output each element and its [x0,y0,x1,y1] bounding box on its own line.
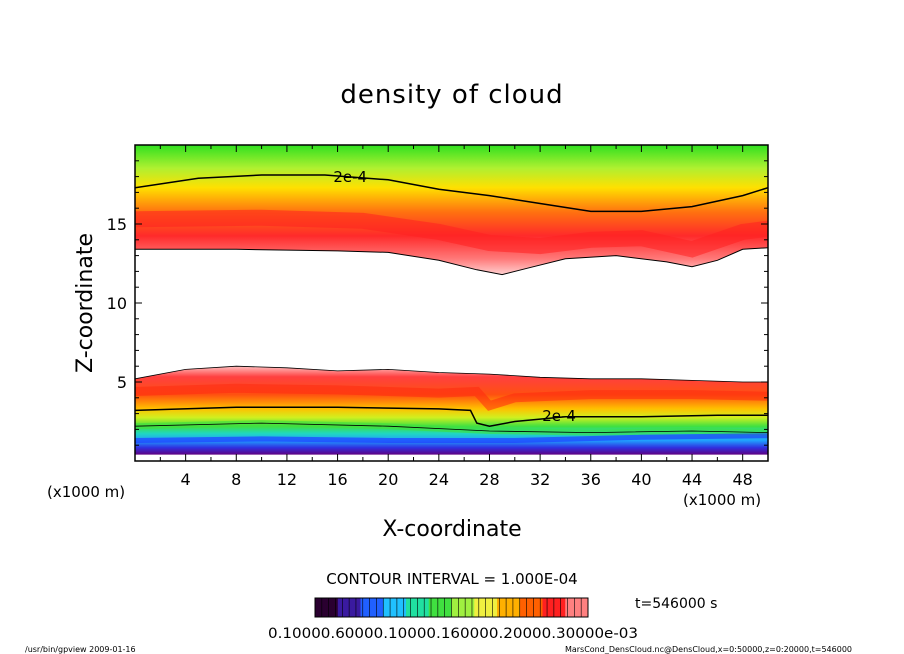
lower-core-band [135,383,768,411]
x-axis-unit-left: (x1000 m) [47,483,125,501]
lower-contour-2e-4 [135,406,768,427]
contour-label: 2e-4 [542,407,576,425]
y-axis-ticks: 5 10 15 [107,160,768,446]
x-tick-label: 28 [479,470,499,489]
x-tick-label: 8 [231,470,241,489]
colorbar-swatch [497,598,521,617]
footer-left: /usr/bin/gpview 2009-01-16 [25,645,136,654]
colorbar-swatch [360,598,384,617]
colorbar-labels: 0.10000.60000.10000.160000.20000.30000e-… [268,626,638,642]
chart-title: density of cloud [340,80,563,110]
y-axis-label: Z-coordinate [73,233,98,373]
colorbar-frame [314,597,589,618]
y-tick-label: 5 [117,373,127,392]
upper-contour-2e-4 [135,174,768,213]
lower-contour-edge [135,365,768,383]
colorbar-swatch [383,598,407,617]
colorbar [315,598,589,617]
x-tick-label: 48 [733,470,753,489]
x-tick-label: 24 [429,470,449,489]
colorbar-swatch [451,598,475,617]
y-tick-label: 15 [107,215,127,234]
x-tick-label: 12 [277,470,297,489]
contour-interval-text: CONTOUR INTERVAL = 1.000E-04 [326,570,577,588]
x-tick-label: 4 [181,470,191,489]
upper-contour-edge [135,247,768,276]
colorbar-swatch [428,598,452,617]
colorbar-swatch [315,598,339,617]
colorbar-swatch [565,598,589,617]
x-tick-label: 20 [378,470,398,489]
upper-core-band [135,209,768,258]
x-tick-label: 16 [327,470,347,489]
x-tick-label: 40 [631,470,651,489]
time-label: t=546000 s [635,596,717,612]
contour-labels: 2e-4 2e-4 [333,168,576,425]
contour-label: 2e-4 [333,168,367,186]
lower-blue-band [135,433,768,443]
x-axis-label: X-coordinate [382,517,521,542]
y-tick-label: 10 [107,294,127,313]
footer-right: MarsCond_DensCloud.nc@DensCloud,x=0:5000… [565,645,852,654]
upper-cloud-layer [135,145,768,275]
lower-contour-green [135,422,768,434]
x-axis-ticks: 4 8 12 16 20 24 28 32 36 40 44 48 [159,145,753,489]
contour-lines [135,174,768,434]
x-tick-label: 36 [581,470,601,489]
x-tick-label: 32 [530,470,550,489]
x-tick-label: 44 [682,470,702,489]
colorbar-swatch [519,598,543,617]
x-axis-unit-right: (x1000 m) [683,491,761,509]
